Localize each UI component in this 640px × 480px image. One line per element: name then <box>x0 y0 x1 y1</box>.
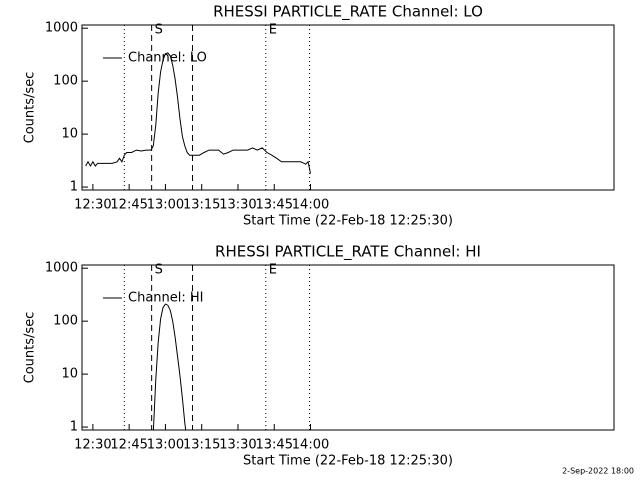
x-tick-label: 13:00 <box>147 198 184 213</box>
x-tick-label: 12:45 <box>110 198 147 213</box>
chart-title: RHESSI PARTICLE_RATE Channel: LO <box>213 3 483 22</box>
x-tick-label: 13:45 <box>256 198 293 213</box>
x-tick-label: 12:45 <box>110 438 147 453</box>
y-tick-label: 10 <box>61 127 78 142</box>
x-tick-label: 14:00 <box>292 198 329 213</box>
data-line <box>85 52 311 174</box>
data-line <box>152 303 187 430</box>
legend-label: Channel: LO <box>128 51 207 66</box>
plot-frame <box>81 24 615 191</box>
time-marker-label: E <box>269 23 277 38</box>
time-marker-label: E <box>269 263 277 278</box>
x-tick-label: 13:00 <box>147 438 184 453</box>
x-tick-label: 13:15 <box>183 198 220 213</box>
x-axis-label: Start Time (22-Feb-18 12:25:30) <box>243 214 453 229</box>
x-tick-label: 13:30 <box>219 438 256 453</box>
y-tick-label: 100 <box>53 314 78 329</box>
time-marker-label: S <box>155 23 163 38</box>
y-tick-label: 100 <box>53 74 78 89</box>
y-tick-label: 10 <box>61 367 78 382</box>
plot-frame <box>81 264 615 431</box>
x-axis-label: Start Time (22-Feb-18 12:25:30) <box>243 454 453 469</box>
y-tick-label: 1000 <box>45 21 78 36</box>
y-axis-label: Counts/sec <box>23 72 38 144</box>
y-axis-label: Counts/sec <box>23 312 38 384</box>
x-tick-label: 14:00 <box>292 438 329 453</box>
legend-label: Channel: HI <box>128 291 204 306</box>
x-tick-label: 13:15 <box>183 438 220 453</box>
x-tick-label: 13:30 <box>219 198 256 213</box>
x-tick-label: 12:30 <box>74 198 111 213</box>
x-tick-label: 12:30 <box>74 438 111 453</box>
x-tick-label: 13:45 <box>256 438 293 453</box>
footer: 2-Sep-2022 18:00 <box>562 467 634 476</box>
chart-title: RHESSI PARTICLE_RATE Channel: HI <box>215 243 481 262</box>
y-tick-label: 1 <box>70 180 78 195</box>
y-tick-label: 1 <box>70 420 78 435</box>
time-marker-label: S <box>155 263 163 278</box>
y-tick-label: 1000 <box>45 261 78 276</box>
